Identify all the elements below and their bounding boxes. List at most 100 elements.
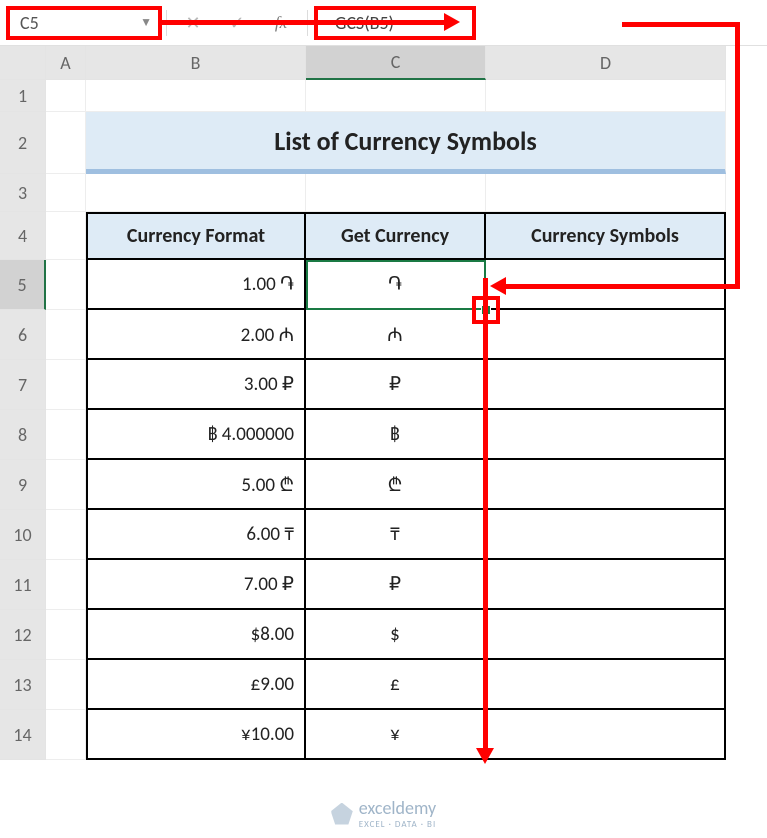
row-14: 14 ¥10.00¥: [0, 710, 767, 760]
cell-A5[interactable]: [46, 260, 86, 310]
row-header-14[interactable]: 14: [0, 710, 46, 760]
header-currency-format[interactable]: Currency Format: [86, 212, 306, 260]
watermark-brand: exceldemy: [359, 797, 436, 819]
cell-A10[interactable]: [46, 510, 86, 560]
cell-currency-format[interactable]: 5.00 ₾: [86, 460, 306, 510]
cell-get-currency[interactable]: ֏: [306, 260, 486, 310]
cell-A2[interactable]: [46, 112, 86, 174]
cell-A4[interactable]: [46, 212, 86, 260]
row-2: 2 List of Currency Symbols: [0, 112, 767, 174]
cell-A3[interactable]: [46, 174, 86, 212]
row-header-1[interactable]: 1: [0, 80, 46, 112]
watermark-tagline: EXCEL · DATA · BI: [359, 819, 436, 830]
cell-A9[interactable]: [46, 460, 86, 510]
cell-currency-format[interactable]: ¥10.00: [86, 710, 306, 760]
column-headers: A B C D: [0, 46, 767, 80]
row-4: 4 Currency Format Get Currency Currency …: [0, 212, 767, 260]
arrow-formula-down-seg3: [506, 284, 740, 289]
header-get-currency[interactable]: Get Currency: [306, 212, 486, 260]
cell-A6[interactable]: [46, 310, 86, 360]
cell-D1[interactable]: [486, 80, 726, 112]
name-box[interactable]: C5 ▼: [6, 6, 162, 40]
arrow-head-icon: [476, 748, 494, 764]
cell-A13[interactable]: [46, 660, 86, 710]
cell-D3[interactable]: [486, 174, 726, 212]
cell-currency-format[interactable]: 3.00 ₽: [86, 360, 306, 410]
row-header-12[interactable]: 12: [0, 610, 46, 660]
cell-A7[interactable]: [46, 360, 86, 410]
cell-currency-symbols[interactable]: [486, 660, 726, 710]
cell-currency-symbols[interactable]: [486, 310, 726, 360]
cell-get-currency[interactable]: ₼: [306, 310, 486, 360]
cell-C1[interactable]: [306, 80, 486, 112]
cell-currency-symbols[interactable]: [486, 410, 726, 460]
cell-currency-symbols[interactable]: [486, 460, 726, 510]
cell-currency-format[interactable]: £9.00: [86, 660, 306, 710]
row-header-2[interactable]: 2: [0, 112, 46, 174]
arrow-formula-down-seg1: [622, 22, 740, 27]
cell-C3[interactable]: [306, 174, 486, 212]
cell-currency-format[interactable]: 2.00 ₼: [86, 310, 306, 360]
cell-get-currency[interactable]: ¥: [306, 710, 486, 760]
header-currency-symbols[interactable]: Currency Symbols: [486, 212, 726, 260]
watermark: exceldemy EXCEL · DATA · BI: [331, 797, 436, 830]
arrow-formula-down-seg2: [735, 22, 740, 287]
cell-A8[interactable]: [46, 410, 86, 460]
row-header-3[interactable]: 3: [0, 174, 46, 212]
row-8: 8 ฿ 4.000000฿: [0, 410, 767, 460]
row-header-6[interactable]: 6: [0, 310, 46, 360]
cell-A1[interactable]: [46, 80, 86, 112]
cell-A11[interactable]: [46, 560, 86, 610]
cell-get-currency[interactable]: ₸: [306, 510, 486, 560]
cell-B3[interactable]: [86, 174, 306, 212]
cell-currency-symbols[interactable]: [486, 560, 726, 610]
cell-A12[interactable]: [46, 610, 86, 660]
row-header-10[interactable]: 10: [0, 510, 46, 560]
watermark-logo-icon: [331, 803, 353, 825]
row-header-11[interactable]: 11: [0, 560, 46, 610]
cell-currency-symbols[interactable]: [486, 510, 726, 560]
name-box-dropdown-icon[interactable]: ▼: [140, 15, 152, 30]
row-11: 11 7.00 ₽₽: [0, 560, 767, 610]
row-1: 1: [0, 80, 767, 112]
cell-B1[interactable]: [86, 80, 306, 112]
cell-get-currency[interactable]: ₽: [306, 360, 486, 410]
row-13: 13 £9.00£: [0, 660, 767, 710]
arrow-fill-down: [483, 278, 488, 750]
cell-currency-format[interactable]: 7.00 ₽: [86, 560, 306, 610]
row-9: 9 5.00 ₾₾: [0, 460, 767, 510]
cell-get-currency[interactable]: ₾: [306, 460, 486, 510]
cell-get-currency[interactable]: £: [306, 660, 486, 710]
spreadsheet: A B C D 1 2 List of Currency Symbols 3 4…: [0, 46, 767, 760]
cell-get-currency[interactable]: ฿: [306, 410, 486, 460]
row-10: 10 6.00 ₸₸: [0, 510, 767, 560]
cell-currency-format[interactable]: 6.00 ₸: [86, 510, 306, 560]
cell-get-currency[interactable]: $: [306, 610, 486, 660]
col-header-D[interactable]: D: [486, 46, 726, 80]
row-header-9[interactable]: 9: [0, 460, 46, 510]
cell-currency-format[interactable]: ฿ 4.000000: [86, 410, 306, 460]
row-12: 12 $8.00$: [0, 610, 767, 660]
col-header-C[interactable]: C: [306, 46, 486, 80]
row-header-13[interactable]: 13: [0, 660, 46, 710]
col-header-B[interactable]: B: [86, 46, 306, 80]
row-6: 6 2.00 ₼₼: [0, 310, 767, 360]
cell-get-currency[interactable]: ₽: [306, 560, 486, 610]
row-header-7[interactable]: 7: [0, 360, 46, 410]
cell-currency-format[interactable]: 1.00 ֏: [86, 260, 306, 310]
arrow-head-icon: [444, 13, 460, 31]
arrow-head-icon: [490, 277, 506, 295]
cell-currency-symbols[interactable]: [486, 610, 726, 660]
name-box-value: C5: [20, 12, 39, 34]
row-header-5[interactable]: 5: [0, 260, 46, 310]
row-7: 7 3.00 ₽₽: [0, 360, 767, 410]
select-all-corner[interactable]: [0, 46, 46, 80]
cell-currency-symbols[interactable]: [486, 710, 726, 760]
title-cell[interactable]: List of Currency Symbols: [86, 112, 726, 174]
cell-currency-symbols[interactable]: [486, 360, 726, 410]
row-header-4[interactable]: 4: [0, 212, 46, 260]
cell-currency-format[interactable]: $8.00: [86, 610, 306, 660]
col-header-A[interactable]: A: [46, 46, 86, 80]
row-header-8[interactable]: 8: [0, 410, 46, 460]
cell-A14[interactable]: [46, 710, 86, 760]
